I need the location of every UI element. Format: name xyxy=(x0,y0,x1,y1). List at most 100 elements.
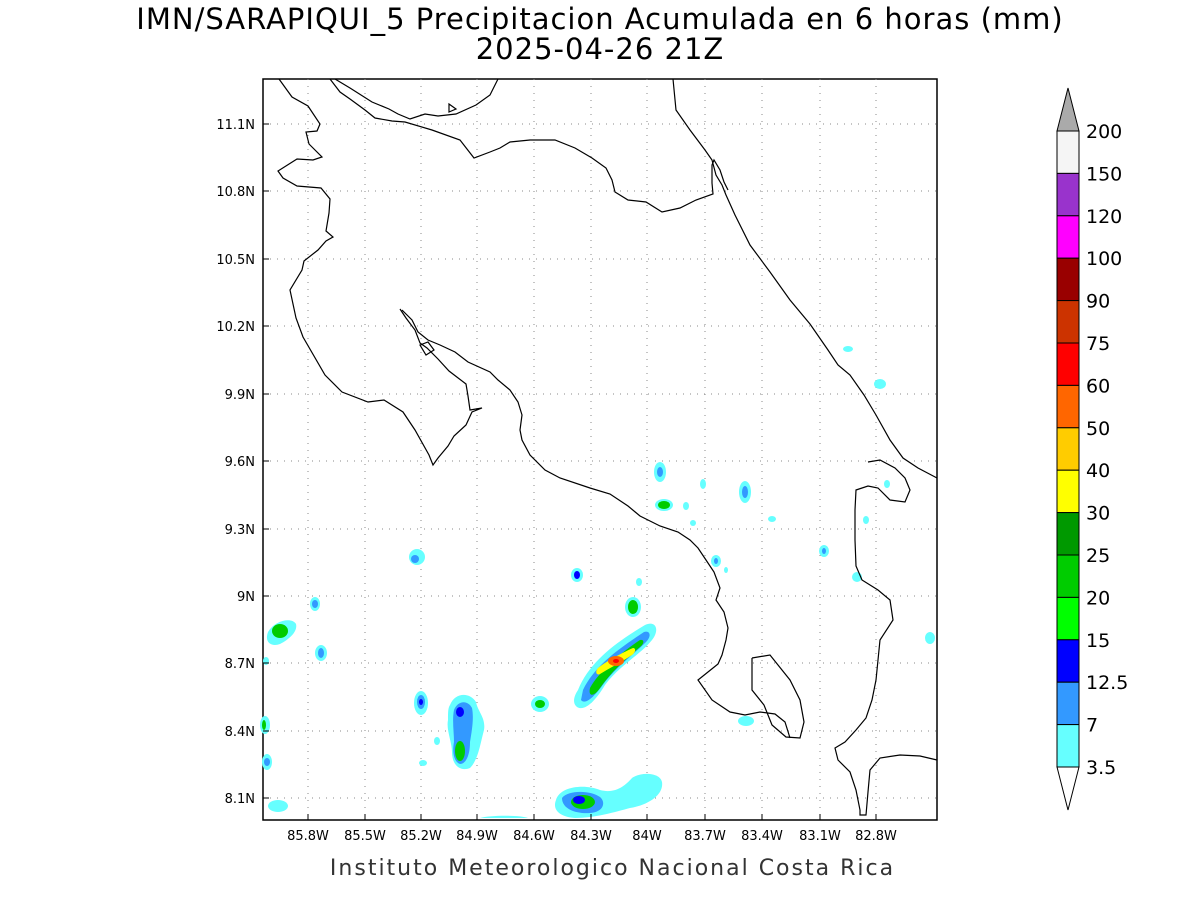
precip-cell-small-2 xyxy=(636,578,642,586)
map-frame xyxy=(262,78,938,821)
coastlines-and-borders xyxy=(277,78,938,816)
precip-cell-small-3-core xyxy=(535,700,545,708)
colorbar-label: 30 xyxy=(1086,503,1110,525)
x-tick-label: 84.9W xyxy=(456,829,498,844)
y-tick-label: 9.9N xyxy=(225,388,255,403)
precip-cell-c12 xyxy=(884,480,890,488)
caribbean-coast xyxy=(672,78,938,479)
costa-rica-panama-border xyxy=(401,309,791,739)
colorbar-label: 40 xyxy=(1086,460,1110,482)
colorbar-label: 50 xyxy=(1086,418,1110,440)
precip-cell-c5 xyxy=(690,520,696,526)
y-tick-label: 8.4N xyxy=(225,725,255,740)
map-title: IMN/SARAPIQUI_5 Precipitacion Acumulada … xyxy=(136,2,1064,36)
precip-cell-c8 xyxy=(768,516,776,522)
x-tick-label: 84.3W xyxy=(570,829,612,844)
precip-cell-main-streak-peak xyxy=(613,659,619,663)
x-tick-label: 85.8W xyxy=(287,829,329,844)
colorbar-segment xyxy=(1056,681,1080,726)
colorbar-segment xyxy=(1056,512,1080,556)
colorbar-label: 75 xyxy=(1086,333,1110,355)
precip-cell-south-blue xyxy=(573,796,585,804)
colorbar-segment xyxy=(1056,342,1080,386)
lake-nicaragua-shore xyxy=(329,78,729,213)
colorbar-label: 3.5 xyxy=(1086,757,1116,779)
x-axis-ticks: 85.8W 85.5W 85.2W 84.9W 84.6W 84.3W 84W 83.7W 83… xyxy=(287,814,897,844)
nicoya-lagoon xyxy=(419,341,435,356)
precip-cell-far-w-6-core xyxy=(264,758,270,766)
precip-cell-south-edge xyxy=(480,815,528,818)
x-tick-label: 85.5W xyxy=(344,829,386,844)
precip-cell-c3 xyxy=(700,479,706,489)
colorbar-label: 7 xyxy=(1086,715,1098,737)
precip-cell-sw-speck xyxy=(434,737,440,745)
precip-cell-far-w-7 xyxy=(268,800,288,812)
y-tick-label: 11.1N xyxy=(216,118,255,133)
precip-cell-nw-core xyxy=(411,555,419,563)
colorbar-label: 200 xyxy=(1086,121,1122,143)
y-tick-label: 9.3N xyxy=(225,523,255,538)
precip-cell-c9-core xyxy=(822,548,826,554)
x-tick-label: 82.8W xyxy=(855,829,897,844)
colorbar-segment xyxy=(1056,639,1080,683)
y-tick-label: 9.6N xyxy=(225,455,255,470)
precip-cell-far-w-4 xyxy=(263,657,269,665)
precip-cell-c1-core xyxy=(658,501,670,509)
precip-cell-sw-blue xyxy=(456,707,464,717)
colorbar-label: 60 xyxy=(1086,375,1110,397)
burica-peninsula xyxy=(751,654,805,739)
precip-cell-far-w-5-core xyxy=(262,720,266,730)
map-subtitle-datetime: 2025-04-26 21Z xyxy=(475,32,725,66)
precip-cell-far-w-2-core xyxy=(312,600,318,608)
colorbar-top-arrow xyxy=(1056,87,1080,132)
y-tick-label: 10.2N xyxy=(216,320,255,335)
colorbar-segment xyxy=(1056,215,1080,259)
colorbar-bottom-arrow xyxy=(1056,766,1080,811)
colorbar-segment xyxy=(1056,384,1080,429)
precip-cell-small-1-core xyxy=(574,571,580,579)
precip-cell-sw-speck-2 xyxy=(419,760,427,766)
colorbar-segment xyxy=(1056,469,1080,514)
precip-cell-c2-core xyxy=(657,467,663,477)
precip-cell-c4 xyxy=(683,502,689,510)
x-tick-label: 85.2W xyxy=(400,829,442,844)
colorbar-segment xyxy=(1056,596,1080,641)
credit-footer: Instituto Meteorologico Nacional Costa R… xyxy=(329,856,896,881)
colorbar-label: 20 xyxy=(1086,587,1110,609)
colorbar-segment xyxy=(1056,427,1080,471)
colorbar-label: 15 xyxy=(1086,630,1110,652)
x-tick-label: 84.6W xyxy=(513,829,555,844)
precip-cell-far-w-3-core xyxy=(318,648,324,658)
precip-cell-c6-core xyxy=(742,486,748,498)
precipitation-cells xyxy=(260,346,935,818)
colorbar-segment xyxy=(1056,257,1080,302)
colorbar-segment xyxy=(1056,172,1080,217)
colorbar-label: 150 xyxy=(1086,163,1122,185)
precip-cell-w-dot xyxy=(419,699,423,705)
colorbar-segment xyxy=(1056,724,1080,768)
precip-cell-c7-core xyxy=(714,558,718,564)
y-tick-label: 10.8N xyxy=(216,185,255,200)
precip-cell-c13 xyxy=(874,379,886,389)
colorbar-label: 90 xyxy=(1086,291,1110,313)
north-coast xyxy=(334,78,499,120)
precip-cell-c16 xyxy=(738,716,754,726)
x-tick-label: 84W xyxy=(632,829,662,844)
precip-cell-c11 xyxy=(863,516,869,524)
precip-cell-far-w-core xyxy=(272,624,288,638)
y-tick-label: 10.5N xyxy=(216,253,255,268)
x-tick-label: 83.4W xyxy=(741,829,783,844)
panama-border-east xyxy=(834,459,938,816)
x-tick-label: 83.1W xyxy=(799,829,841,844)
x-tick-label: 83.7W xyxy=(684,829,726,844)
precip-cell-sw-green xyxy=(455,741,465,761)
precip-cell-c15 xyxy=(925,632,935,644)
colorbar-label: 100 xyxy=(1086,248,1122,270)
y-tick-label: 8.7N xyxy=(225,657,255,672)
colorbar-label: 12.5 xyxy=(1086,672,1128,694)
nicaragua-border-and-lake xyxy=(277,78,483,467)
small-island xyxy=(448,102,458,113)
precip-cell-c14 xyxy=(843,346,853,352)
colorbar-label: 25 xyxy=(1086,545,1110,567)
